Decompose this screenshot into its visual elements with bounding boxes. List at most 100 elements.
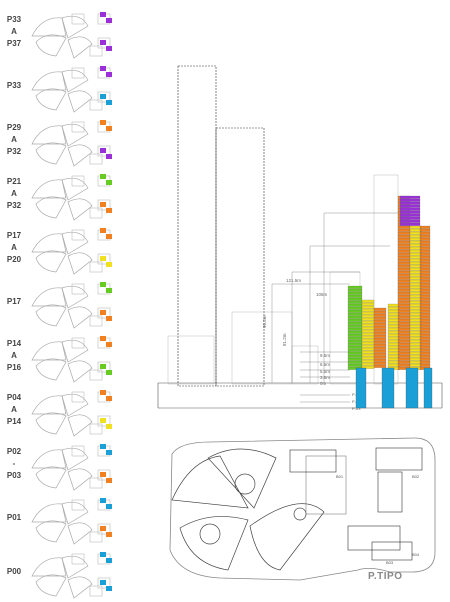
unit-outline: [71, 337, 85, 349]
floor-stripe: [347, 324, 363, 328]
floor-stripe: [397, 267, 411, 271]
unit-color: [100, 12, 106, 17]
wing-outline: [67, 144, 93, 167]
floor-stripe: [361, 311, 375, 315]
floor-stripe: [419, 243, 431, 247]
floor-stripe: [397, 264, 411, 268]
block-label-b01: B01: [336, 474, 344, 479]
floor-stripe: [419, 255, 431, 259]
floor-stripe: [419, 330, 431, 334]
floor-stripe: [361, 335, 375, 339]
base-pier: [355, 367, 367, 409]
floor-stripe: [397, 285, 411, 289]
floor-stripe: [373, 319, 387, 323]
wing-outline: [35, 34, 67, 57]
wing-outline: [67, 306, 93, 329]
wing-outline: [67, 468, 93, 491]
floor-stripe: [361, 317, 375, 321]
floor-stripe: [347, 315, 363, 319]
unit-outline: [97, 523, 111, 535]
floor-stripe: [347, 306, 363, 310]
floor-stripe: [397, 333, 411, 337]
floor-stripe: [361, 338, 375, 342]
floor-stripe-purple: [399, 204, 421, 208]
floor-stripe: [397, 258, 411, 262]
block-label-b04: B04: [412, 552, 420, 557]
floor-stripe: [361, 299, 375, 303]
floor-stripe-purple: [399, 198, 421, 202]
base-pier: [381, 367, 395, 409]
wing-outline: [61, 15, 89, 39]
floor-stripe: [419, 336, 431, 340]
floor-stripe: [347, 321, 363, 325]
key-plan-drawing: [31, 12, 112, 59]
floor-stripe: [397, 234, 411, 238]
floor-stripe: [373, 343, 387, 347]
unit-outline: [97, 307, 111, 319]
unit-outline: [71, 391, 85, 403]
wing-outline: [31, 179, 67, 199]
floor-stripe: [361, 329, 375, 333]
wing-outline: [35, 142, 67, 165]
floor-stripe: [419, 327, 431, 331]
floor-stripe: [397, 330, 411, 334]
level-label: P33 A P37: [6, 15, 22, 48]
floor-stripe: [347, 330, 363, 334]
floor-stripe: [361, 350, 375, 354]
floor-stripe: [397, 270, 411, 274]
floor-stripe: [347, 333, 363, 337]
floor-stripe: [347, 303, 363, 307]
floor-stripe: [397, 363, 411, 367]
wing-outline: [31, 449, 67, 469]
unit-color: [106, 586, 112, 591]
base-pier: [405, 367, 419, 409]
unit-color: [106, 370, 112, 375]
floor-stripe: [347, 354, 363, 358]
floor-stripe: [347, 336, 363, 340]
floor-stripe: [397, 231, 411, 235]
level-key-plan: P01: [0, 494, 150, 548]
unit-color: [100, 472, 106, 477]
floor-stripe: [373, 337, 387, 341]
unit-color: [106, 504, 112, 509]
floor-stripe: [419, 237, 431, 241]
unit-outline: [71, 175, 85, 187]
background-tower-ghost: [167, 335, 215, 385]
dim-81: 81.2m: [282, 333, 287, 346]
wing-outline: [67, 576, 93, 599]
plan-rect-center: [305, 455, 347, 515]
floor-stripe-purple: [399, 219, 421, 223]
wing-outline: [35, 520, 67, 543]
floor-stripe-purple: [399, 195, 421, 199]
floor-stripe: [361, 326, 375, 330]
floor-stripe: [361, 332, 375, 336]
wing-outline: [31, 71, 67, 91]
level-label: P17 A P20: [6, 231, 22, 264]
wing-north: [207, 448, 277, 509]
wing-outline: [67, 360, 93, 383]
floor-stripe: [397, 225, 411, 229]
wing-outline: [35, 88, 67, 111]
key-plan-drawing: [31, 282, 112, 329]
floor-stripe: [373, 331, 387, 335]
floor-stripe: [373, 355, 387, 359]
unit-color: [100, 310, 106, 315]
floor-stripe: [361, 356, 375, 360]
floor-stripe: [419, 267, 431, 271]
tower-elevation: 121.5m 106m 90.3m 81.2m 9.5m 6.5m 5.5m 3…: [157, 65, 443, 411]
unit-color: [100, 228, 106, 233]
dim-3-5: 3.5m: [320, 375, 330, 380]
level-label: P14 A P16: [6, 339, 22, 372]
floor-stripe: [373, 316, 387, 320]
floor-stripe: [373, 325, 387, 329]
unit-color: [106, 154, 112, 159]
floor-stripe: [373, 352, 387, 356]
unit-outline: [71, 553, 85, 565]
unit-color: [106, 288, 112, 293]
floor-stripe: [361, 359, 375, 363]
level-label: P29 A P32: [6, 123, 22, 156]
floor-stripe: [397, 312, 411, 316]
level-key-plan: P21 A P32: [0, 170, 150, 224]
floor-stripe: [347, 318, 363, 322]
floor-stripe: [397, 240, 411, 244]
